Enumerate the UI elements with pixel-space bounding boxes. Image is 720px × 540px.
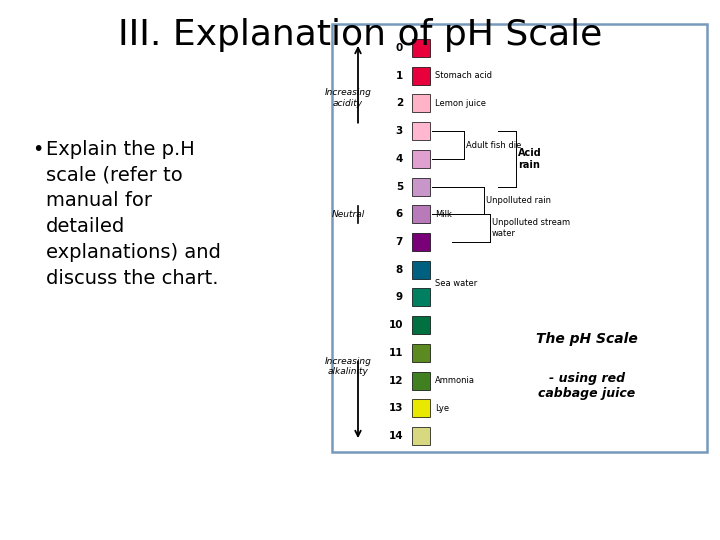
Bar xyxy=(412,427,430,445)
Bar xyxy=(412,205,430,223)
Text: 2: 2 xyxy=(396,98,403,109)
Bar xyxy=(412,233,430,251)
Bar xyxy=(412,122,430,140)
Text: 0: 0 xyxy=(396,43,403,53)
Text: Ammonia: Ammonia xyxy=(435,376,475,385)
Bar xyxy=(412,288,430,306)
Text: 11: 11 xyxy=(389,348,403,358)
Bar xyxy=(412,94,430,112)
Text: Increasing
acidity: Increasing acidity xyxy=(325,88,372,107)
Text: Adult fish die: Adult fish die xyxy=(466,140,521,150)
Text: 5: 5 xyxy=(396,181,403,192)
Text: Sea water: Sea water xyxy=(435,279,477,288)
Text: 8: 8 xyxy=(396,265,403,275)
Text: - using red
cabbage juice: - using red cabbage juice xyxy=(539,372,636,400)
Text: 13: 13 xyxy=(389,403,403,413)
Text: Stomach acid: Stomach acid xyxy=(435,71,492,80)
Text: Unpolluted rain: Unpolluted rain xyxy=(486,196,551,205)
Text: 4: 4 xyxy=(395,154,403,164)
Bar xyxy=(412,399,430,417)
Text: Explain the p.H
scale (refer to
manual for
detailed
explanations) and
discuss th: Explain the p.H scale (refer to manual f… xyxy=(46,140,221,288)
Bar xyxy=(412,150,430,168)
Text: 10: 10 xyxy=(389,320,403,330)
Text: Milk: Milk xyxy=(435,210,452,219)
Text: Increasing
alkalinity: Increasing alkalinity xyxy=(325,357,372,376)
Bar xyxy=(412,178,430,195)
Text: Neutral: Neutral xyxy=(331,210,364,219)
Bar xyxy=(412,39,430,57)
Bar xyxy=(412,372,430,389)
Text: 12: 12 xyxy=(389,376,403,386)
Text: III. Explanation of pH Scale: III. Explanation of pH Scale xyxy=(118,18,602,52)
Text: 1: 1 xyxy=(396,71,403,80)
Text: The pH Scale: The pH Scale xyxy=(536,332,638,346)
Text: 3: 3 xyxy=(396,126,403,136)
Text: Lye: Lye xyxy=(435,404,449,413)
Bar xyxy=(332,24,707,452)
Bar xyxy=(412,344,430,362)
Text: 9: 9 xyxy=(396,293,403,302)
Text: Unpolluted stream
water: Unpolluted stream water xyxy=(492,219,570,238)
Text: Acid
rain: Acid rain xyxy=(518,148,541,170)
Bar xyxy=(412,261,430,279)
Text: 14: 14 xyxy=(388,431,403,441)
Bar xyxy=(412,67,430,85)
Text: 6: 6 xyxy=(396,210,403,219)
Text: •: • xyxy=(32,140,43,159)
Text: 7: 7 xyxy=(395,237,403,247)
Text: Lemon juice: Lemon juice xyxy=(435,99,486,108)
Bar xyxy=(412,316,430,334)
